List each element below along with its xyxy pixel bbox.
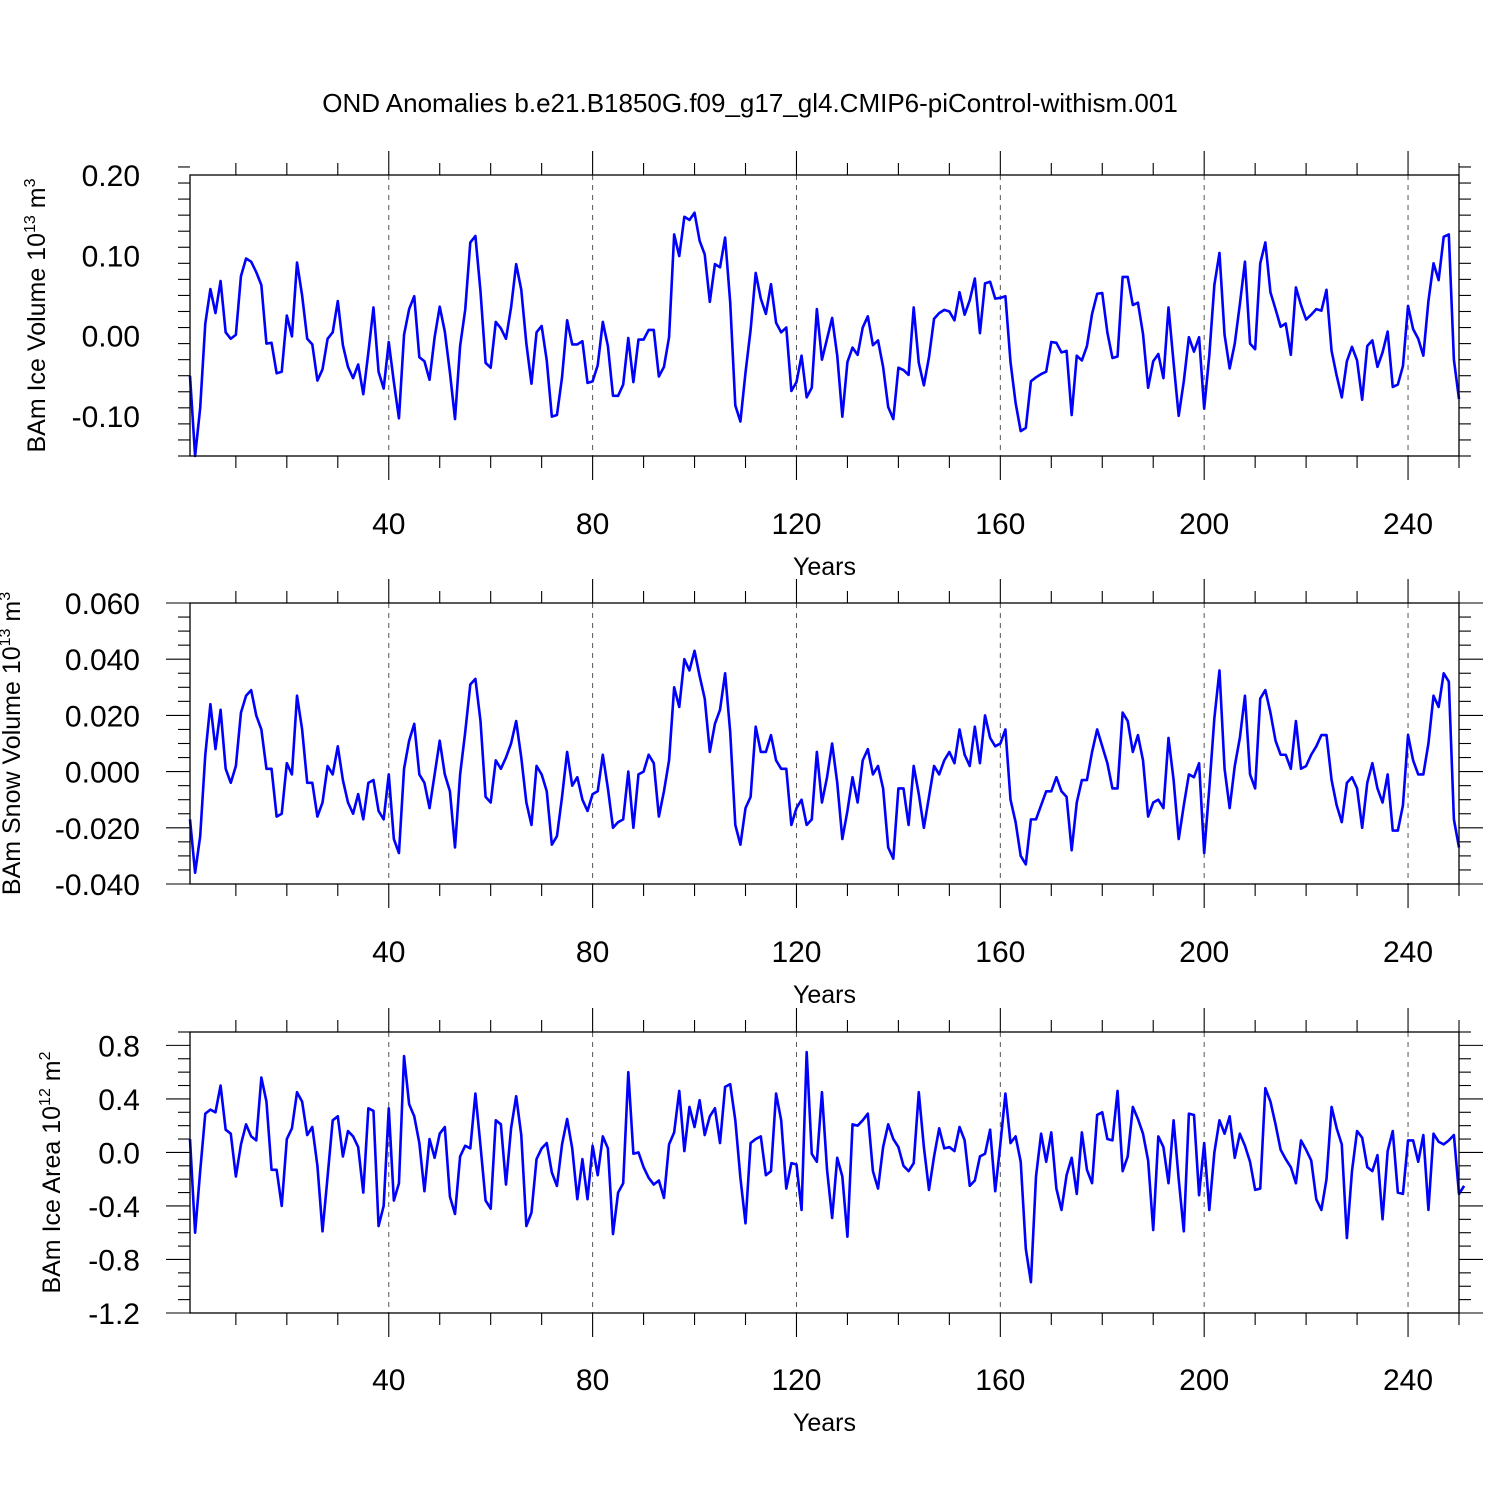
x-tick-label: 240 — [1383, 1364, 1433, 1397]
y-tick-label: -0.4 — [88, 1191, 140, 1224]
y-axis-label: BAm Ice Volume 1013 m3 — [22, 178, 51, 452]
y-label-unit-exponent: 2 — [37, 1051, 54, 1060]
x-tick-label: 120 — [771, 508, 821, 541]
y-tick-label: 0.00 — [82, 321, 140, 354]
x-tick-label: 40 — [372, 936, 405, 969]
y-axis-label: BAm Ice Area 1012 m2 — [37, 1051, 66, 1293]
y-label-exponent: 13 — [22, 215, 39, 233]
y-tick-label: 0.040 — [65, 644, 140, 677]
y-label-unit-exponent: 3 — [0, 592, 14, 601]
x-tick-label: 160 — [975, 936, 1025, 969]
y-tick-label: -1.2 — [88, 1298, 140, 1331]
y-tick-label: -0.8 — [88, 1244, 140, 1277]
x-tick-label: 240 — [1383, 936, 1433, 969]
y-tick-label: -0.10 — [72, 401, 140, 434]
y-tick-label: -0.020 — [55, 813, 140, 846]
x-axis-label: Years — [793, 1409, 856, 1437]
x-tick-label: 40 — [372, 508, 405, 541]
y-label-unit: m — [23, 187, 51, 215]
x-tick-label: 120 — [771, 936, 821, 969]
y-tick-label: 0.0 — [98, 1137, 140, 1170]
x-tick-label: 40 — [372, 1364, 405, 1397]
y-label-exponent: 13 — [0, 628, 14, 646]
x-tick-label: 160 — [975, 1364, 1025, 1397]
y-tick-label: 0.060 — [65, 588, 140, 621]
y-tick-label: 0.000 — [65, 757, 140, 790]
panels: 40 80 120 160 200 240-0.100.000.100.20YearsBA… — [0, 151, 1483, 1437]
x-axis-label: Years — [793, 981, 856, 1009]
y-tick-label: 0.20 — [82, 160, 140, 193]
x-tick-label: 80 — [576, 508, 609, 541]
y-tick-label: 0.4 — [98, 1084, 140, 1117]
y-label-text: BAm Snow Volume 10 — [0, 646, 26, 895]
x-axis-label: Years — [793, 553, 856, 581]
plot-frame — [189, 602, 1460, 885]
x-tick-label: 160 — [975, 508, 1025, 541]
series-line — [188, 649, 1461, 875]
x-tick-label: 240 — [1383, 508, 1433, 541]
panel-3: 40 80 120 160 200 240 -1.2 -0.8 -0.4 0.0 0.4 0.8 Yea… — [37, 1008, 1483, 1437]
y-label-exponent: 12 — [37, 1088, 54, 1106]
y-tick-label: 0.10 — [82, 240, 140, 273]
y-tick-label: 0.8 — [98, 1030, 140, 1063]
panel-1: 40 80 120 160 200 240 -0.10 0.00 0.10 0.20 Years BA… — [22, 151, 1471, 581]
y-label-text: BAm Ice Area 10 — [38, 1106, 66, 1294]
x-tick-label: 120 — [771, 1364, 821, 1397]
x-tick-label: 200 — [1179, 936, 1229, 969]
y-tick-label: 0.020 — [65, 700, 140, 733]
chart-title: OND Anomalies b.e21.B1850G.f09_g17_gl4.C… — [322, 88, 1178, 118]
y-axis-label: BAm Snow Volume 1013 m3 — [0, 592, 26, 895]
x-tick-label: 80 — [576, 936, 609, 969]
x-tick-label: 200 — [1179, 508, 1229, 541]
x-tick-label: 200 — [1179, 1364, 1229, 1397]
plot-frame — [189, 1031, 1460, 1314]
y-label-text: BAm Ice Volume 10 — [23, 233, 51, 453]
y-label-unit: m — [38, 1060, 66, 1088]
panel-2: 40 80 120 160 200 240 -0.040 -0.020 0.000 0.020 0.… — [0, 579, 1483, 1009]
y-label-unit-exponent: 3 — [22, 178, 39, 187]
plot-frame — [189, 174, 1460, 457]
x-tick-label: 80 — [576, 1364, 609, 1397]
series-line — [188, 211, 1461, 458]
series-line — [188, 1050, 1466, 1284]
y-tick-label: -0.040 — [55, 869, 140, 902]
y-label-unit: m — [0, 601, 26, 629]
